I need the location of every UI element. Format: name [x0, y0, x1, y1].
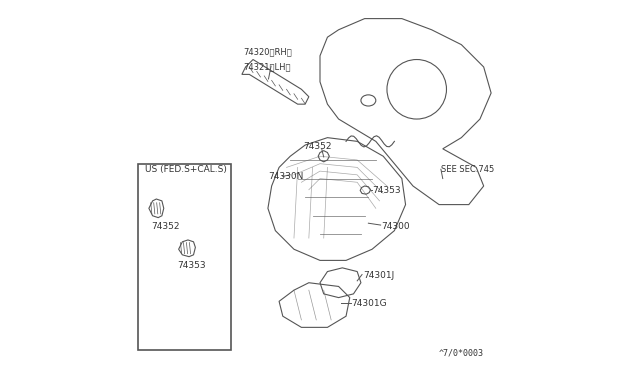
Text: 74320（RH）: 74320（RH）	[244, 48, 292, 57]
Text: 74352: 74352	[151, 222, 179, 231]
Text: 74321（LH）: 74321（LH）	[244, 62, 291, 71]
Text: 74353: 74353	[177, 262, 205, 270]
Text: 74330N: 74330N	[268, 172, 303, 181]
Text: 74353: 74353	[372, 186, 401, 195]
Text: ^7/0*0003: ^7/0*0003	[439, 348, 484, 357]
Text: 74352: 74352	[303, 142, 332, 151]
Text: SEE SEC.745: SEE SEC.745	[441, 165, 494, 174]
Text: US (FED.S+CAL.S): US (FED.S+CAL.S)	[145, 165, 227, 174]
Text: 74301G: 74301G	[351, 299, 387, 308]
Text: 74300: 74300	[381, 222, 410, 231]
Text: 74301J: 74301J	[363, 271, 394, 280]
